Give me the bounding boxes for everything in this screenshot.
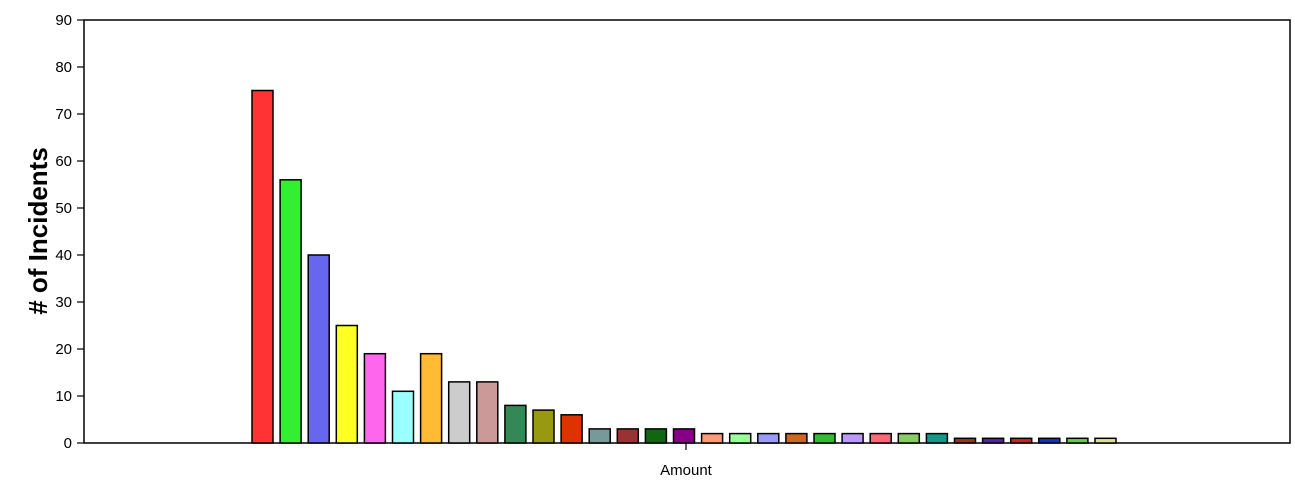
bar [785, 432, 808, 444]
bar [1066, 437, 1089, 444]
y-tick-label: 20 [55, 341, 72, 358]
y-tick-label: 30 [55, 294, 72, 311]
bar [476, 381, 499, 444]
bar [728, 432, 752, 444]
x-axis-label: Amount [660, 462, 713, 479]
bar [813, 432, 836, 444]
bar [504, 404, 527, 444]
y-axis-label: # of Incidents [23, 147, 53, 315]
bar [1094, 437, 1117, 444]
y-tick-label: 80 [55, 59, 72, 76]
y-tick-label: 40 [55, 247, 72, 264]
y-tick-label: 0 [64, 435, 72, 452]
bar [1038, 437, 1061, 444]
bar [700, 432, 724, 444]
y-tick-label: 70 [55, 106, 72, 123]
bar [532, 409, 555, 444]
bar [953, 437, 977, 444]
y-tick-label: 90 [55, 12, 72, 29]
bar [925, 432, 949, 444]
bar [588, 428, 611, 444]
bar [307, 254, 330, 444]
bar [672, 428, 696, 444]
bar [447, 381, 471, 444]
bar [616, 428, 640, 444]
bar [335, 324, 359, 444]
bar [1009, 437, 1033, 444]
bar [841, 432, 864, 444]
bar [981, 437, 1005, 444]
bar [363, 352, 387, 444]
y-axis: 0 10 20 30 40 50 60 70 80 90 [55, 12, 84, 452]
bar [897, 432, 921, 444]
bar [251, 89, 274, 444]
y-tick-label: 60 [55, 153, 72, 170]
bar [391, 390, 415, 444]
bar [560, 414, 583, 444]
bar [869, 432, 892, 444]
y-tick-label: 50 [55, 200, 72, 217]
bar [279, 179, 302, 444]
bar-series [251, 89, 1117, 444]
y-tick-label: 10 [55, 388, 72, 405]
bar [419, 352, 443, 444]
bar [757, 432, 780, 444]
bar [644, 428, 668, 444]
